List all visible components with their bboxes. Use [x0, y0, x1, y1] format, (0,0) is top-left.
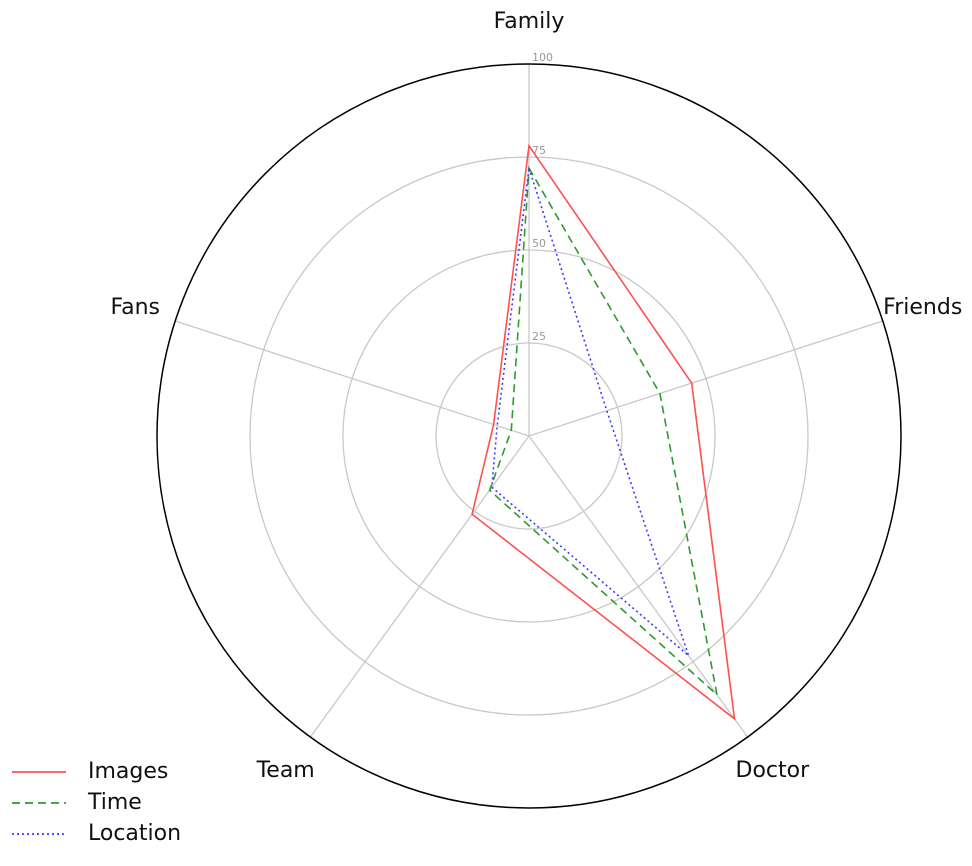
- outer-frame: [156, 63, 902, 809]
- spoke: [528, 320, 883, 437]
- category-label: Fans: [110, 295, 160, 320]
- series-line: [488, 165, 719, 697]
- y-tick-label: 25: [532, 330, 546, 343]
- series-line: [471, 143, 736, 721]
- spoke: [528, 435, 749, 738]
- category-label: Team: [256, 758, 315, 783]
- legend-label: Time: [87, 790, 142, 815]
- series-line: [490, 167, 691, 659]
- category-label: Family: [494, 9, 565, 34]
- spoke: [175, 320, 530, 437]
- legend-label: Images: [88, 759, 168, 784]
- y-tick-label: 75: [532, 144, 546, 157]
- y-tick-label: 100: [532, 51, 553, 64]
- category-label: Doctor: [736, 758, 811, 783]
- category-label: Friends: [883, 295, 962, 320]
- legend-label: Location: [88, 821, 181, 846]
- spoke: [309, 435, 530, 738]
- y-tick-label: 50: [532, 237, 546, 250]
